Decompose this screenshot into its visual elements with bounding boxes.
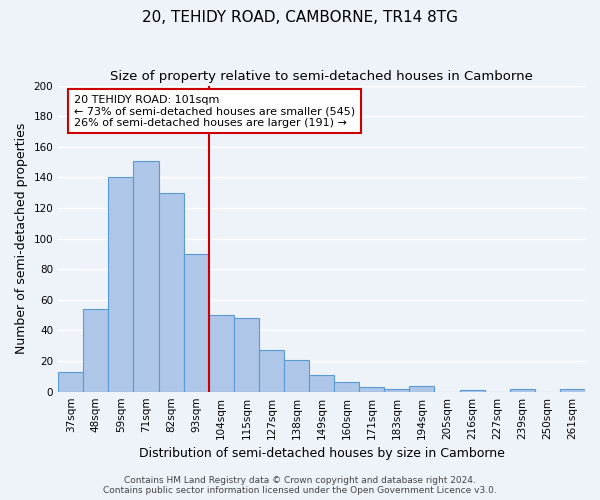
Bar	[334, 382, 359, 392]
Bar	[409, 386, 434, 392]
Title: Size of property relative to semi-detached houses in Camborne: Size of property relative to semi-detach…	[110, 70, 533, 83]
Bar	[83, 309, 109, 392]
Bar	[385, 388, 409, 392]
Bar	[133, 160, 158, 392]
Bar	[359, 387, 385, 392]
Bar	[158, 192, 184, 392]
Bar	[234, 318, 259, 392]
Bar	[510, 388, 535, 392]
Bar	[259, 350, 284, 392]
Bar	[209, 315, 234, 392]
Bar	[109, 178, 133, 392]
Text: 20 TEHIDY ROAD: 101sqm
← 73% of semi-detached houses are smaller (545)
26% of se: 20 TEHIDY ROAD: 101sqm ← 73% of semi-det…	[74, 94, 355, 128]
Text: Contains HM Land Registry data © Crown copyright and database right 2024.
Contai: Contains HM Land Registry data © Crown c…	[103, 476, 497, 495]
Bar	[560, 388, 585, 392]
Bar	[460, 390, 485, 392]
X-axis label: Distribution of semi-detached houses by size in Camborne: Distribution of semi-detached houses by …	[139, 447, 505, 460]
Bar	[284, 360, 309, 392]
Text: 20, TEHIDY ROAD, CAMBORNE, TR14 8TG: 20, TEHIDY ROAD, CAMBORNE, TR14 8TG	[142, 10, 458, 25]
Bar	[184, 254, 209, 392]
Bar	[309, 375, 334, 392]
Y-axis label: Number of semi-detached properties: Number of semi-detached properties	[15, 123, 28, 354]
Bar	[58, 372, 83, 392]
